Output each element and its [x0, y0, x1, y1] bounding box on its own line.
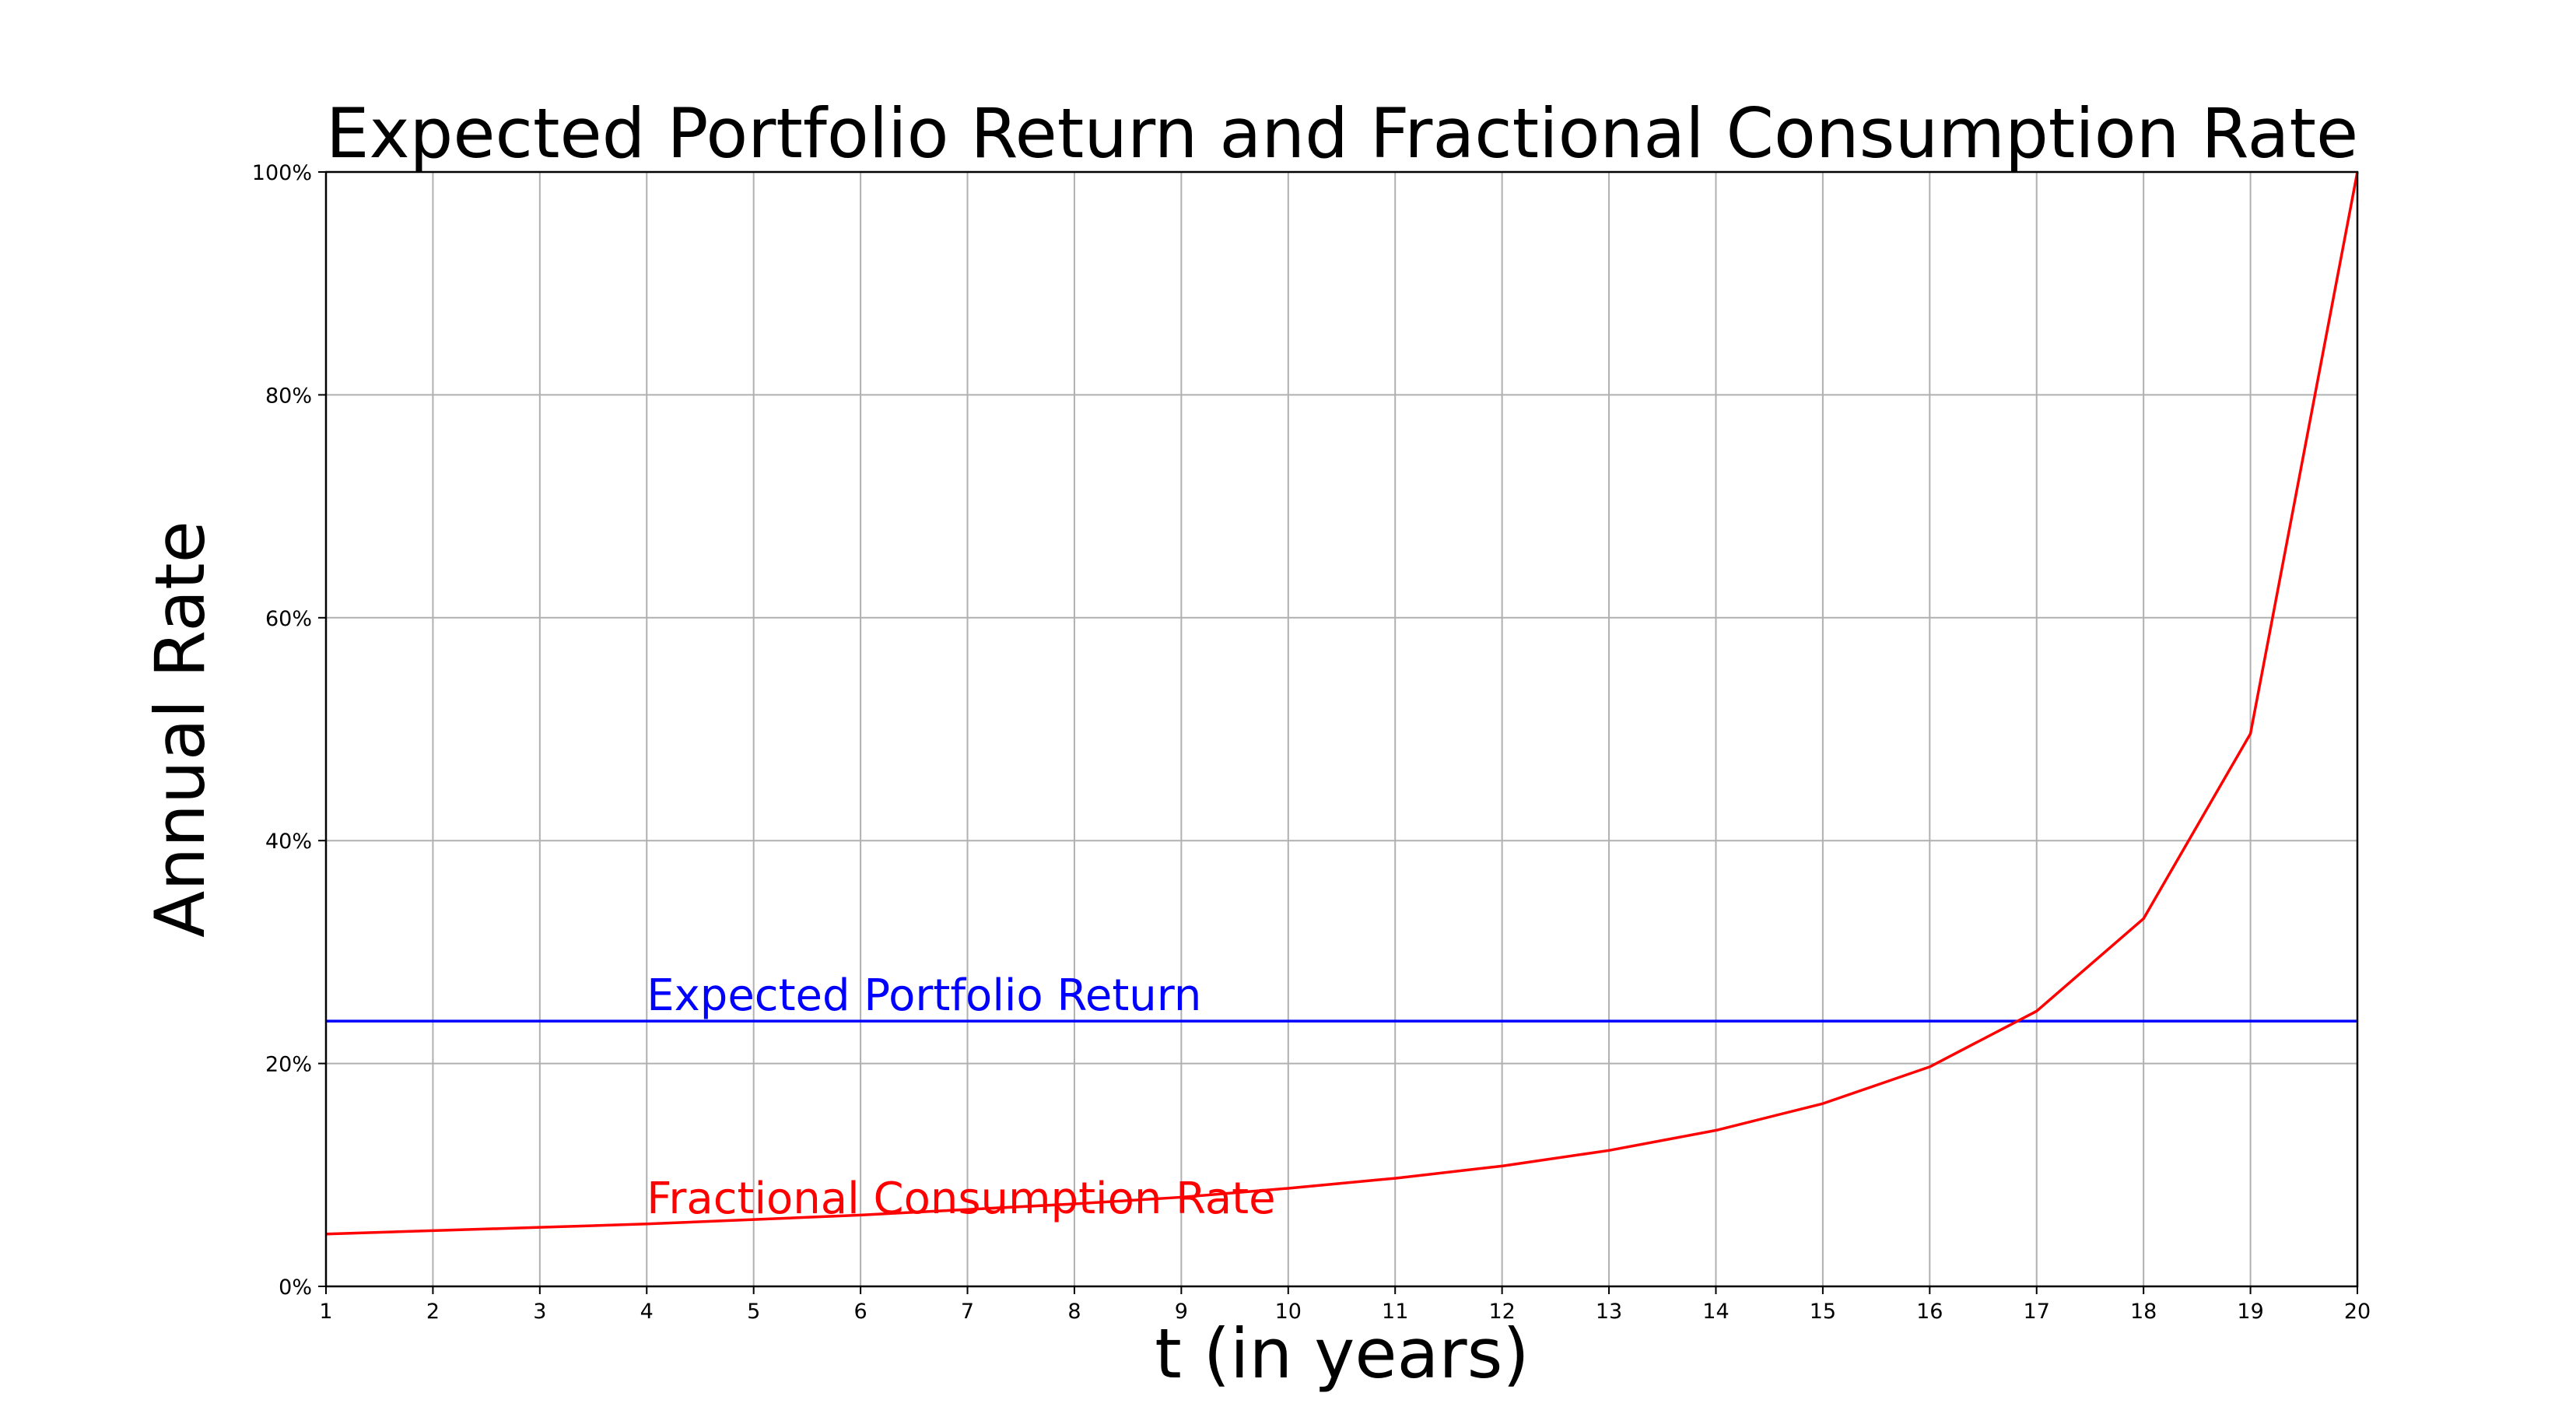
y-tick-label: 100% — [252, 161, 312, 185]
x-tick-label: 10 — [1275, 1300, 1302, 1324]
series-labels: Expected Portfolio Return Fractional Cons… — [647, 970, 1275, 1224]
y-tick-label: 0% — [279, 1275, 312, 1300]
expected-portfolio-return-label: Expected Portfolio Return — [647, 970, 1201, 1021]
x-tick-label: 2 — [426, 1300, 440, 1324]
grid — [325, 171, 2358, 1287]
x-tick-label: 16 — [1916, 1300, 1943, 1324]
axis-ticks: 1 2 3 4 5 6 7 8 9 10 11 12 13 14 15 16 17 18 19 200%20%40%6… — [252, 161, 2371, 1324]
x-tick-label: 6 — [854, 1300, 867, 1324]
x-tick-label: 13 — [1596, 1300, 1622, 1324]
y-axis-label: Annual Rate — [140, 521, 220, 938]
x-axis-label: t (in years) — [1155, 1314, 1530, 1394]
y-tick-label: 20% — [265, 1053, 312, 1077]
plot-frame — [324, 170, 2359, 1288]
y-tick-label: 60% — [265, 607, 312, 631]
x-tick-label: 14 — [1702, 1300, 1729, 1324]
x-tick-label: 11 — [1382, 1300, 1408, 1324]
x-tick-label: 12 — [1488, 1300, 1515, 1324]
fractional-consumption-rate-line — [325, 171, 2359, 1236]
x-tick-label: 18 — [2130, 1300, 2157, 1324]
y-tick-label: 40% — [265, 830, 312, 854]
x-tick-label: 15 — [1810, 1300, 1836, 1324]
x-tick-label: 9 — [1175, 1300, 1188, 1324]
chart-title: Expected Portfolio Return and Fractional… — [326, 93, 2358, 174]
x-tick-label: 4 — [640, 1300, 654, 1324]
x-tick-label: 19 — [2237, 1300, 2263, 1324]
x-tick-label: 1 — [319, 1300, 332, 1324]
x-tick-label: 17 — [2024, 1300, 2050, 1324]
x-tick-label: 7 — [961, 1300, 974, 1324]
x-tick-label: 3 — [533, 1300, 546, 1324]
y-tick-label: 80% — [265, 384, 312, 408]
x-tick-label: 8 — [1067, 1300, 1081, 1324]
series-lines — [325, 171, 2359, 1236]
fractional-consumption-rate-label: Fractional Consumption Rate — [647, 1174, 1275, 1224]
x-tick-label: 20 — [2344, 1300, 2371, 1324]
x-tick-label: 5 — [747, 1300, 760, 1324]
